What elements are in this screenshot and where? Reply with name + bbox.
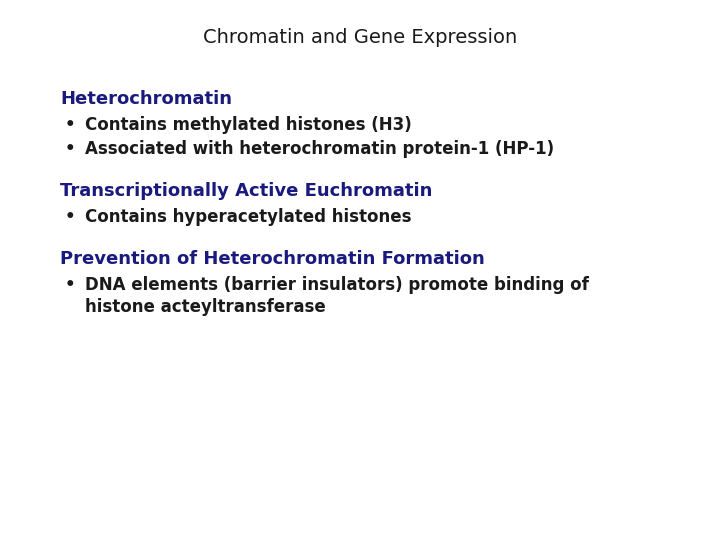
Text: Contains methylated histones (H3): Contains methylated histones (H3) [85,116,412,134]
Text: •: • [65,116,76,134]
Text: Prevention of Heterochromatin Formation: Prevention of Heterochromatin Formation [60,250,485,268]
Text: •: • [65,276,76,294]
Text: Heterochromatin: Heterochromatin [60,90,232,108]
Text: Associated with heterochromatin protein-1 (HP-1): Associated with heterochromatin protein-… [85,140,554,158]
Text: •: • [65,208,76,226]
Text: Chromatin and Gene Expression: Chromatin and Gene Expression [203,28,517,47]
Text: Contains hyperacetylated histones: Contains hyperacetylated histones [85,208,412,226]
Text: DNA elements (barrier insulators) promote binding of
histone acteyltransferase: DNA elements (barrier insulators) promot… [85,276,589,316]
Text: Transcriptionally Active Euchromatin: Transcriptionally Active Euchromatin [60,182,433,200]
Text: •: • [65,140,76,158]
